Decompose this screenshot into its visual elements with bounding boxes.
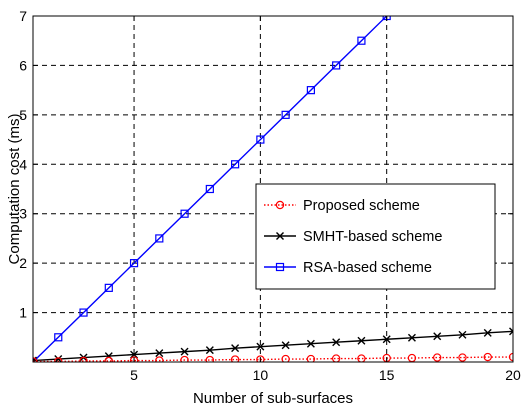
data-point bbox=[433, 332, 442, 341]
data-point bbox=[407, 333, 416, 342]
legend-marker bbox=[276, 232, 284, 240]
data-point bbox=[130, 350, 139, 359]
y-axis-label: Computation cost (ms) bbox=[6, 114, 23, 265]
data-point-stroke bbox=[155, 349, 164, 358]
legend-marker bbox=[275, 262, 285, 272]
data-point bbox=[155, 234, 164, 243]
data-point bbox=[458, 330, 467, 339]
legend-marker-stroke bbox=[276, 232, 284, 240]
y-tick-label: 1 bbox=[19, 305, 27, 321]
data-point bbox=[256, 355, 265, 362]
data-point bbox=[357, 354, 366, 362]
data-point-stroke bbox=[130, 350, 139, 359]
data-point-stroke bbox=[458, 330, 467, 339]
plot-frame bbox=[32, 15, 514, 363]
data-point-stroke bbox=[54, 355, 63, 362]
data-point-stroke bbox=[231, 344, 240, 353]
legend-label: RSA-based scheme bbox=[303, 260, 432, 276]
y-tick-label: 2 bbox=[19, 255, 27, 271]
data-point bbox=[382, 335, 391, 344]
data-point bbox=[332, 61, 341, 70]
data-point bbox=[281, 110, 290, 119]
data-point-stroke bbox=[205, 346, 214, 355]
data-point bbox=[332, 338, 341, 347]
series-line bbox=[33, 330, 513, 362]
data-point bbox=[509, 327, 513, 336]
data-point-stroke bbox=[509, 330, 513, 336]
data-point bbox=[129, 259, 139, 268]
y-tick-label: 6 bbox=[19, 57, 27, 73]
data-point bbox=[54, 355, 63, 362]
series-1 bbox=[33, 327, 513, 362]
series-line bbox=[33, 16, 388, 362]
data-point-stroke bbox=[281, 341, 290, 350]
data-point bbox=[104, 356, 113, 362]
data-point bbox=[230, 355, 240, 362]
data-point bbox=[458, 353, 467, 362]
data-point bbox=[180, 347, 189, 356]
y-tick-label: 7 bbox=[19, 8, 27, 24]
legend-entry: Proposed scheme bbox=[264, 198, 420, 214]
series-layer bbox=[33, 16, 513, 362]
legend-entry: SMHT-based scheme bbox=[264, 229, 442, 245]
data-point-stroke bbox=[357, 336, 366, 345]
data-point bbox=[281, 341, 290, 350]
data-point bbox=[205, 355, 215, 362]
data-point bbox=[180, 355, 189, 362]
x-axis-label: Number of sub-surfaces bbox=[193, 390, 353, 407]
data-point bbox=[104, 283, 113, 292]
data-point bbox=[433, 353, 442, 362]
data-point bbox=[483, 328, 492, 337]
data-point bbox=[306, 86, 315, 95]
axis-ticks: 5 10 15 20 1 2 3 4 5 6 7 bbox=[19, 8, 521, 383]
data-point-stroke bbox=[306, 339, 315, 348]
data-point bbox=[180, 209, 189, 218]
data-point-stroke bbox=[382, 335, 391, 344]
legend: Proposed scheme SMHT-based scheme RSA-base… bbox=[255, 183, 496, 290]
data-point bbox=[54, 333, 63, 342]
data-point bbox=[281, 354, 290, 362]
data-point-stroke bbox=[509, 327, 513, 333]
data-point-stroke bbox=[180, 347, 189, 356]
legend-entry: RSA-based scheme bbox=[264, 260, 432, 276]
data-point bbox=[357, 336, 366, 345]
legend-label: Proposed scheme bbox=[303, 198, 420, 214]
data-point bbox=[231, 344, 240, 353]
data-point bbox=[357, 36, 366, 45]
data-point-stroke bbox=[256, 342, 265, 351]
legend-marker bbox=[275, 200, 285, 210]
data-point bbox=[79, 308, 88, 317]
data-point bbox=[256, 135, 265, 144]
x-tick-label: 20 bbox=[505, 367, 521, 383]
data-point bbox=[205, 184, 214, 194]
data-point bbox=[155, 349, 164, 358]
series-line bbox=[33, 356, 513, 362]
data-point-stroke bbox=[407, 333, 416, 342]
data-point-stroke bbox=[433, 332, 442, 341]
y-tick-label: 5 bbox=[19, 107, 27, 123]
data-point-stroke bbox=[483, 328, 492, 337]
x-tick-label: 5 bbox=[130, 367, 138, 383]
y-tick-label: 4 bbox=[19, 156, 27, 172]
data-point bbox=[331, 354, 341, 362]
data-point bbox=[79, 356, 88, 362]
data-point bbox=[306, 339, 315, 348]
data-point bbox=[205, 346, 214, 355]
x-tick-label: 10 bbox=[253, 367, 269, 383]
data-point bbox=[231, 160, 240, 169]
data-point bbox=[483, 352, 492, 362]
x-tick-label: 15 bbox=[379, 367, 395, 383]
legend-label: SMHT-based scheme bbox=[303, 229, 442, 245]
data-point-stroke bbox=[332, 338, 341, 347]
data-point bbox=[306, 354, 316, 362]
data-point bbox=[256, 342, 265, 351]
y-tick-label: 3 bbox=[19, 206, 27, 222]
data-point bbox=[155, 356, 164, 362]
data-point bbox=[129, 356, 139, 362]
